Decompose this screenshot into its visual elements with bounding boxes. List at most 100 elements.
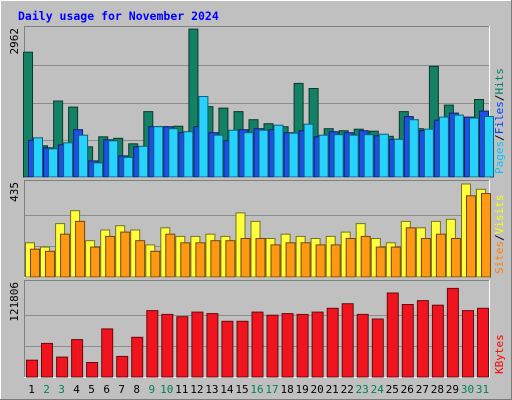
x-tick-label: 12 — [190, 383, 203, 396]
bar-pages-17 — [273, 124, 284, 178]
bar-kbytes-23 — [356, 313, 369, 378]
bar-kbytes-16 — [251, 311, 264, 378]
bar-kbytes-18 — [281, 313, 294, 378]
chart-panels: 2962 Pages/Files/Hits 435Sites/Visits12180… — [8, 26, 506, 378]
x-tick-label: 7 — [118, 383, 125, 396]
bar-pages-26 — [408, 119, 419, 178]
x-tick-label: 27 — [416, 383, 429, 396]
bar-sites-27 — [420, 238, 431, 278]
bar-pages-27 — [423, 128, 434, 178]
bar-sites-1 — [30, 248, 40, 278]
x-tick-label: 18 — [280, 383, 293, 396]
bar-kbytes-5 — [86, 362, 99, 378]
bar-kbytes-27 — [416, 300, 429, 378]
x-tick-label: 24 — [371, 383, 385, 396]
panel-middle: 435 Sites/Visits — [8, 180, 506, 278]
legend-item-visits: Visits — [493, 195, 506, 235]
bar-sites-22 — [345, 238, 356, 278]
bar-sites-3 — [60, 233, 71, 278]
bar-kbytes-8 — [131, 336, 144, 378]
bar-kbytes-15 — [236, 320, 249, 378]
bar-pages-28 — [438, 116, 449, 178]
bar-sites-25 — [390, 246, 401, 278]
x-tick-label: 20 — [310, 383, 323, 396]
panel-top: 2962 Pages/Files/Hits — [8, 26, 506, 178]
bar-kbytes-11 — [176, 316, 189, 378]
legend-separator: / — [493, 234, 506, 241]
bar-kbytes-26 — [401, 304, 414, 378]
x-tick-label: 2 — [43, 383, 50, 396]
bar-sites-16 — [255, 238, 266, 278]
bar-sites-24 — [375, 246, 386, 278]
bar-pages-29 — [453, 114, 464, 178]
series-kbytes — [26, 287, 489, 378]
bar-kbytes-12 — [191, 311, 204, 378]
legend-bottom: KBytes — [493, 334, 506, 374]
bar-pages-4 — [78, 134, 89, 178]
legend-separator: / — [493, 134, 506, 141]
bar-pages-18 — [288, 132, 299, 178]
bar-kbytes-30 — [462, 310, 474, 378]
x-tick-label: 15 — [235, 383, 248, 396]
x-tick-label: 16 — [250, 383, 263, 396]
bar-pages-21 — [333, 134, 344, 178]
chart-title: Daily usage for November 2024 — [18, 9, 219, 23]
x-tick-label: 22 — [341, 383, 354, 396]
series-pages — [33, 96, 494, 178]
legend-separator: / — [493, 95, 506, 102]
bar-pages-22 — [348, 134, 359, 178]
bar-pages-8 — [138, 145, 149, 178]
bar-kbytes-4 — [71, 339, 84, 378]
bar-sites-19 — [300, 242, 311, 278]
bar-pages-3 — [63, 142, 74, 178]
bar-kbytes-1 — [26, 359, 38, 378]
x-tick-label: 14 — [220, 383, 234, 396]
bar-pages-9 — [153, 126, 164, 178]
legend-item-kbytes: KBytes — [493, 334, 506, 374]
legend-item-sites: Sites — [493, 241, 506, 274]
bar-kbytes-19 — [296, 313, 309, 378]
bar-pages-23 — [363, 134, 374, 178]
bar-sites-14 — [225, 240, 236, 278]
bar-sites-8 — [135, 240, 146, 278]
series-sites — [30, 193, 491, 278]
bar-kbytes-9 — [146, 310, 159, 378]
bar-sites-18 — [285, 242, 296, 278]
x-tick-label: 23 — [356, 383, 369, 396]
bar-pages-20 — [318, 134, 329, 178]
bar-kbytes-13 — [206, 313, 219, 378]
bar-sites-26 — [405, 227, 416, 278]
bar-kbytes-31 — [477, 307, 489, 378]
bar-sites-2 — [45, 250, 55, 278]
x-tick-label: 11 — [175, 383, 188, 396]
bar-kbytes-21 — [326, 307, 339, 378]
bar-kbytes-3 — [56, 356, 69, 378]
legend-middle: Sites/Visits — [493, 195, 506, 275]
bar-sites-7 — [120, 231, 131, 278]
bar-pages-5 — [93, 162, 104, 178]
bar-pages-16 — [258, 129, 269, 178]
x-tick-label: 1 — [28, 383, 35, 396]
bar-pages-10 — [168, 128, 179, 178]
panel-bottom: 121806 KBytes — [8, 280, 506, 378]
bar-pages-11 — [183, 131, 194, 178]
bar-sites-9 — [150, 250, 161, 278]
y-axis-max-label: 2962 — [8, 28, 21, 55]
bar-sites-29 — [450, 238, 461, 278]
bar-sites-17 — [270, 244, 281, 278]
x-tick-label: 25 — [386, 383, 399, 396]
bar-pages-1 — [33, 137, 43, 178]
x-tick-label: 21 — [326, 383, 339, 396]
legend-top: Pages/Files/Hits — [493, 68, 506, 174]
bar-pages-19 — [303, 123, 314, 178]
x-tick-label: 13 — [205, 383, 218, 396]
x-axis-labels: 1 2 3 4 5 6 7 8 9 10 11 12 13 14 15 16 17 18 19 20 21 22 23 24 2… — [28, 383, 489, 396]
bar-sites-30 — [466, 195, 476, 278]
x-tick-label: 19 — [295, 383, 308, 396]
bar-pages-14 — [228, 129, 239, 178]
bar-pages-7 — [123, 156, 134, 178]
bar-pages-12 — [198, 96, 209, 178]
bar-kbytes-10 — [161, 313, 174, 378]
bar-sites-11 — [180, 242, 191, 278]
bar-kbytes-17 — [266, 314, 279, 378]
